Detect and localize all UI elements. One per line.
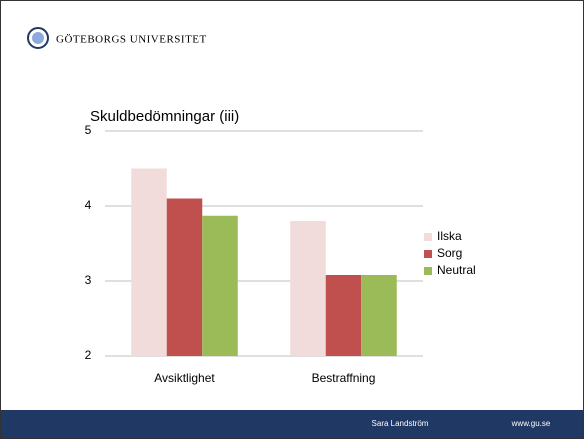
bar [202,215,238,356]
legend-swatch [424,233,432,241]
bar [290,221,326,356]
bar [166,198,203,356]
bar [361,275,397,356]
y-tick-label: 5 [85,123,92,137]
legend-label: Sorg [437,246,462,260]
chart-title: Skuldbedömningar (iii) [90,108,239,125]
legend-swatch [424,250,432,258]
university-name: GÖTEBORGS UNIVERSITET [56,34,207,46]
x-tick-label: Avsiktlighet [154,371,215,385]
y-tick-label: 2 [85,348,92,362]
y-tick-label: 3 [85,273,92,287]
legend-swatch [424,267,432,275]
legend-label: Neutral [437,263,476,277]
footer-author: Sara Landström [372,419,429,428]
footer-bar [1,410,583,438]
logo-inner [32,32,44,44]
bar [131,168,167,356]
x-tick-label: Bestraffning [312,371,376,385]
footer-url: www.gu.se [511,419,551,428]
y-tick-label: 4 [85,198,92,212]
legend-label: Ilska [437,229,462,243]
bar [325,275,362,356]
